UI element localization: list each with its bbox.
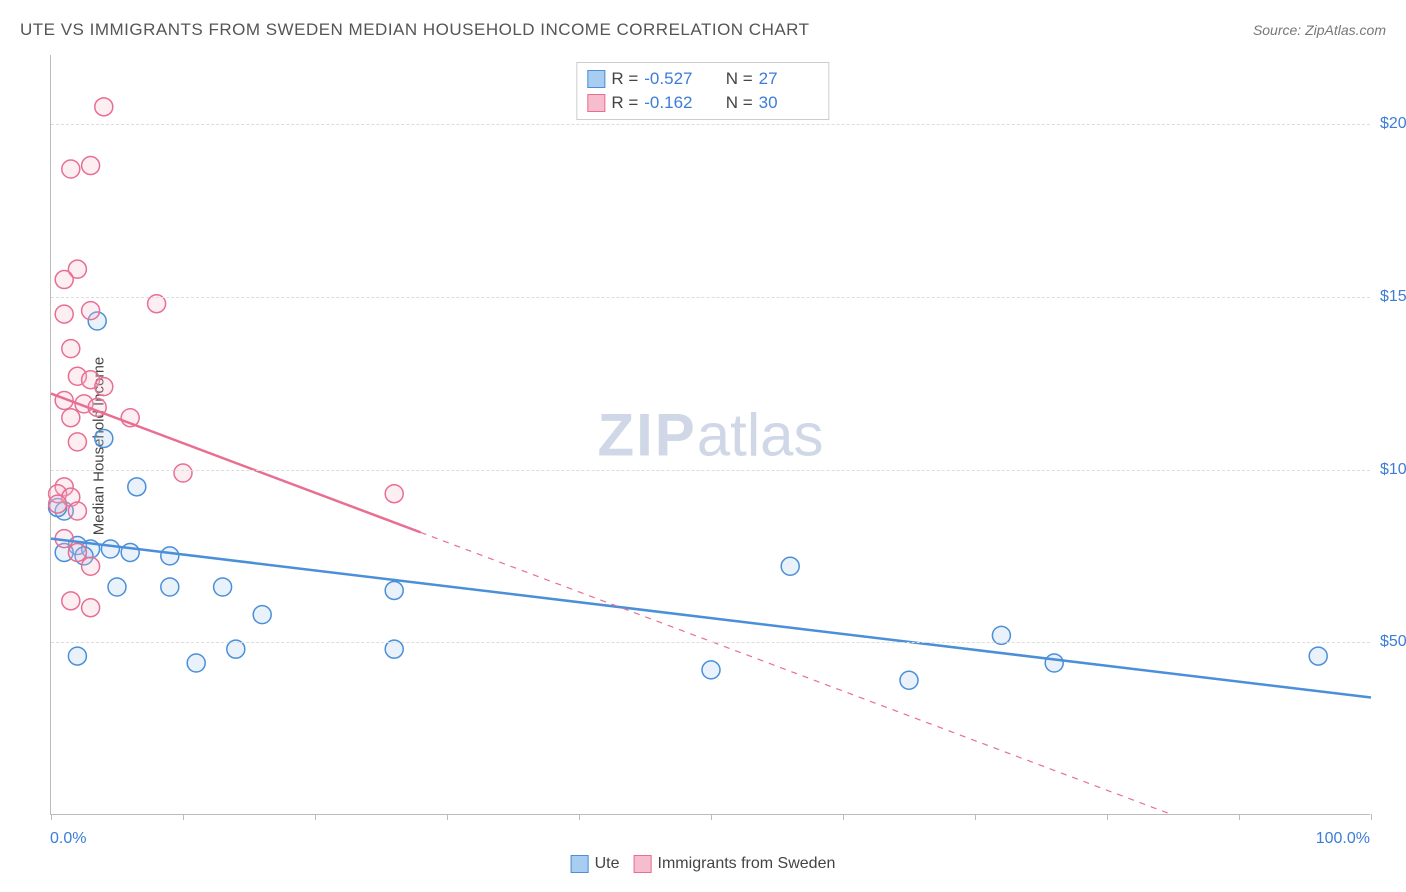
x-tick [1239, 814, 1240, 820]
series-legend: Ute Immigrants from Sweden [571, 855, 836, 873]
legend-r-label: R = [611, 69, 638, 89]
legend-swatch [571, 855, 589, 873]
data-point [1309, 647, 1327, 665]
data-point [161, 547, 179, 565]
legend-swatch [634, 855, 652, 873]
legend-r-label: R = [611, 93, 638, 113]
legend-n-label: N = [726, 93, 753, 113]
correlation-legend: R = -0.527 N = 27R = -0.162 N = 30 [576, 62, 829, 120]
data-point [214, 578, 232, 596]
data-point [385, 581, 403, 599]
data-point [128, 478, 146, 496]
data-point [900, 671, 918, 689]
gridline [51, 642, 1370, 643]
legend-item: Immigrants from Sweden [634, 855, 836, 873]
x-tick [183, 814, 184, 820]
x-tick [579, 814, 580, 820]
data-point [101, 540, 119, 558]
data-point [62, 592, 80, 610]
x-tick [1371, 814, 1372, 820]
legend-n-value: 27 [759, 69, 819, 89]
data-point [55, 305, 73, 323]
scatter-plot-svg [51, 55, 1370, 814]
data-point [68, 433, 86, 451]
x-tick [51, 814, 52, 820]
data-point [62, 409, 80, 427]
data-point [781, 557, 799, 575]
data-point [82, 302, 100, 320]
x-axis-max-label: 100.0% [1316, 830, 1370, 848]
trend-line-extrapolated [421, 532, 1173, 815]
x-tick [711, 814, 712, 820]
data-point [49, 495, 67, 513]
x-tick [1107, 814, 1108, 820]
data-point [68, 543, 86, 561]
y-tick-label: $100,000 [1380, 461, 1406, 479]
data-point [187, 654, 205, 672]
chart-plot-area: ZIPatlas $50,000$100,000$150,000$200,000 [50, 55, 1370, 815]
legend-r-value: -0.162 [644, 93, 704, 113]
data-point [385, 485, 403, 503]
legend-swatch [587, 94, 605, 112]
gridline [51, 124, 1370, 125]
y-tick-label: $200,000 [1380, 115, 1406, 133]
gridline [51, 470, 1370, 471]
x-tick [315, 814, 316, 820]
x-tick [447, 814, 448, 820]
data-point [55, 271, 73, 289]
data-point [82, 157, 100, 175]
data-point [82, 557, 100, 575]
source-label: Source: ZipAtlas.com [1253, 22, 1386, 38]
data-point [253, 606, 271, 624]
data-point [108, 578, 126, 596]
data-point [62, 160, 80, 178]
data-point [161, 578, 179, 596]
x-tick [843, 814, 844, 820]
legend-row: R = -0.162 N = 30 [587, 91, 818, 115]
data-point [95, 98, 113, 116]
legend-item: Ute [571, 855, 620, 873]
legend-r-value: -0.527 [644, 69, 704, 89]
data-point [82, 599, 100, 617]
data-point [174, 464, 192, 482]
data-point [95, 429, 113, 447]
legend-row: R = -0.527 N = 27 [587, 67, 818, 91]
legend-swatch [587, 70, 605, 88]
legend-n-label: N = [726, 69, 753, 89]
data-point [68, 502, 86, 520]
data-point [68, 647, 86, 665]
y-tick-label: $150,000 [1380, 288, 1406, 306]
data-point [62, 340, 80, 358]
x-axis-min-label: 0.0% [50, 830, 86, 848]
y-tick-label: $50,000 [1380, 633, 1406, 651]
trend-line [51, 394, 421, 533]
data-point [1045, 654, 1063, 672]
x-tick [975, 814, 976, 820]
data-point [95, 378, 113, 396]
legend-n-value: 30 [759, 93, 819, 113]
gridline [51, 297, 1370, 298]
chart-title: UTE VS IMMIGRANTS FROM SWEDEN MEDIAN HOU… [20, 20, 810, 40]
legend-label: Ute [595, 855, 620, 873]
data-point [702, 661, 720, 679]
legend-label: Immigrants from Sweden [658, 855, 836, 873]
